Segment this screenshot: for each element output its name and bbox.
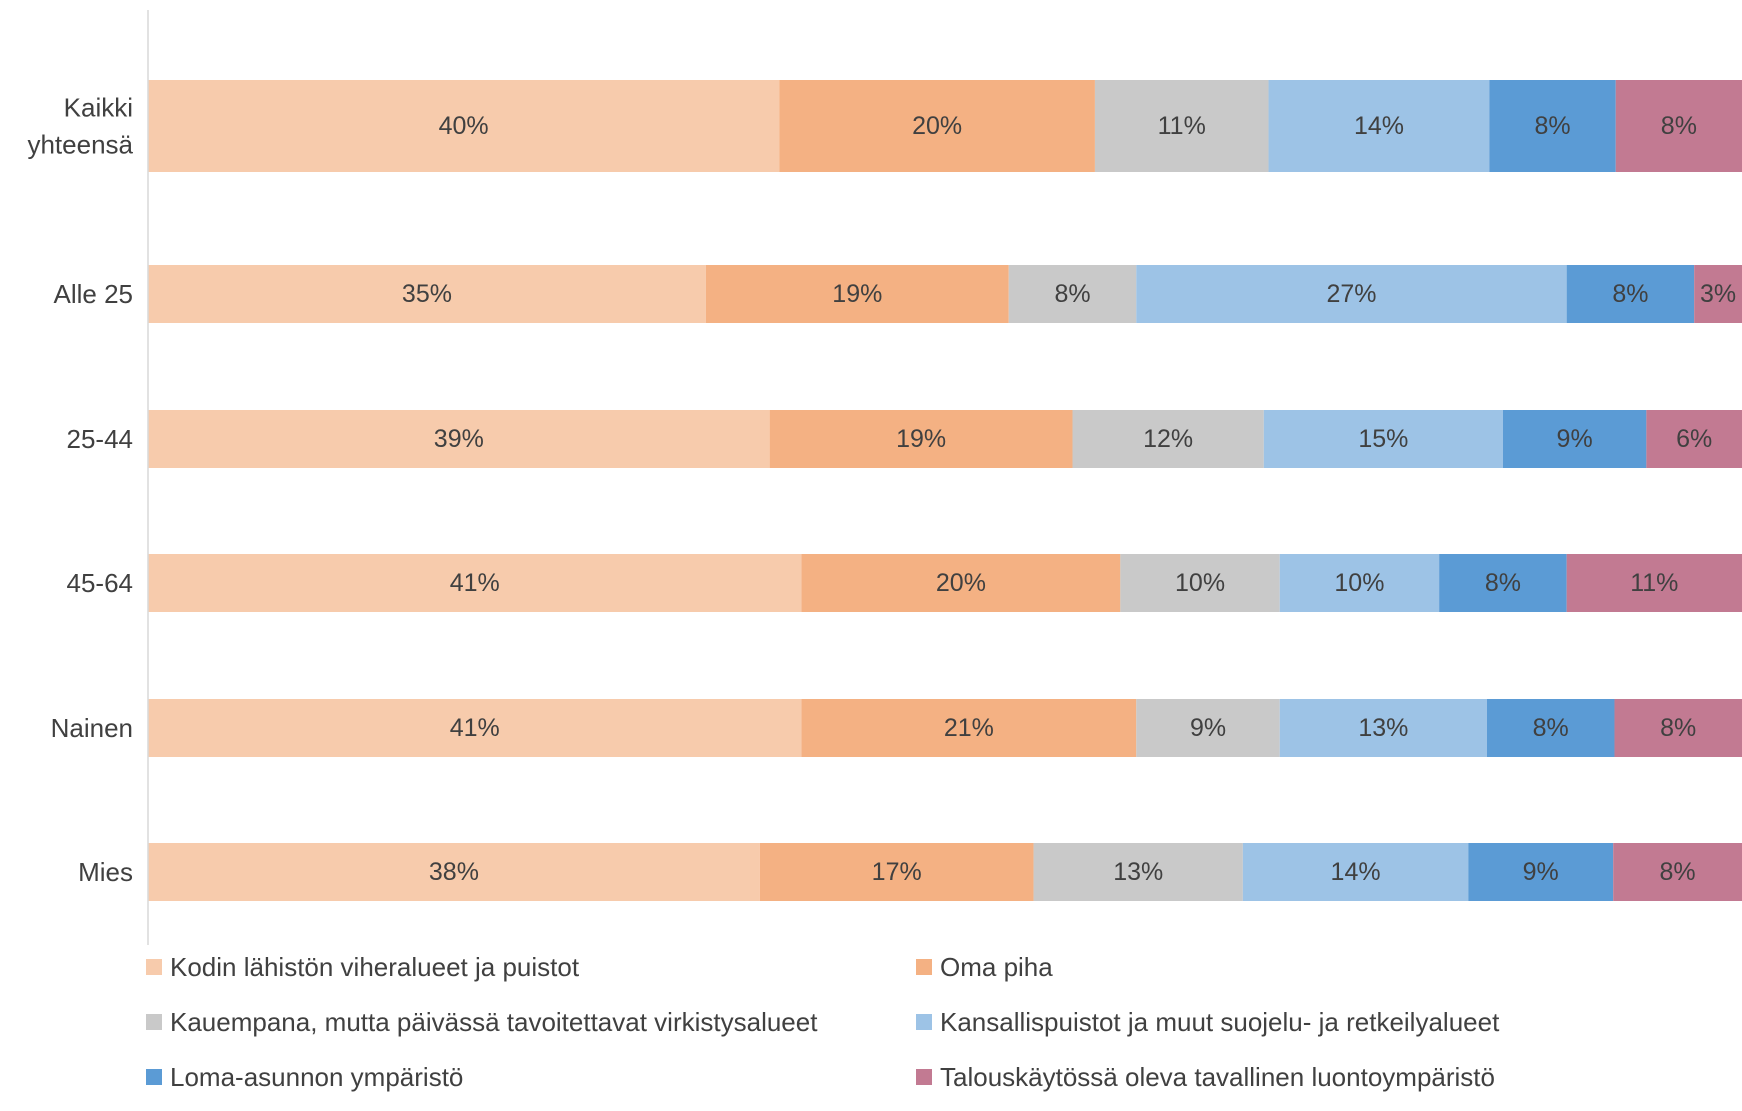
bar-segment (779, 80, 1095, 172)
data-label: 39% (434, 425, 484, 453)
data-label: 8% (1660, 714, 1696, 742)
data-label: 20% (912, 112, 962, 140)
bar-segment (1072, 410, 1264, 468)
data-label: 8% (1660, 858, 1696, 886)
bar-segment (1566, 554, 1742, 612)
data-label: 15% (1358, 425, 1408, 453)
bar-segment (1279, 699, 1487, 757)
data-label: 9% (1557, 425, 1593, 453)
data-label: 8% (1661, 112, 1697, 140)
data-label: 9% (1523, 858, 1559, 886)
data-label: 6% (1676, 425, 1712, 453)
data-label: 40% (439, 112, 489, 140)
category-label: 45-64 (67, 568, 134, 598)
category-label: 25-44 (67, 424, 134, 454)
data-label: 20% (936, 569, 986, 597)
bar-segment (1268, 80, 1490, 172)
bar-segment (148, 554, 802, 612)
bar-segment (1646, 410, 1742, 468)
data-label: 17% (872, 858, 922, 886)
category-labels-group: Kaikki yhteensä Alle 25 25-44 45-64 Nainen Mie… (27, 93, 133, 888)
bar-segment (1242, 843, 1469, 901)
category-label: Nainen (51, 713, 133, 743)
data-label: 19% (896, 425, 946, 453)
data-label: 21% (944, 714, 994, 742)
data-label: 8% (1054, 280, 1090, 308)
bar-segment (1439, 554, 1567, 612)
bar-segment (1489, 80, 1616, 172)
category-label: Mies (78, 857, 133, 887)
bar-segment (1502, 410, 1647, 468)
bar-segment (1566, 265, 1695, 323)
bar-segment (759, 843, 1034, 901)
bar-segment (1136, 699, 1280, 757)
bar-segment (1468, 843, 1614, 901)
bar-segment (705, 265, 1009, 323)
category-label: Kaikki (64, 93, 133, 123)
segment-labels-group: 40% 20% 11% 14% 8% 8% 35% 19% 8% 27% 8% 3% 39% 19% 12%… (402, 112, 1736, 886)
bar-segment (769, 410, 1073, 468)
bars-group (148, 80, 1742, 901)
bar-segment (148, 265, 706, 323)
data-label: 8% (1485, 569, 1521, 597)
bar-segment (148, 843, 760, 901)
data-label: 13% (1113, 858, 1163, 886)
bar-segment (1486, 699, 1615, 757)
data-label: 12% (1143, 425, 1193, 453)
data-label: 19% (832, 280, 882, 308)
data-label: 35% (402, 280, 452, 308)
data-label: 41% (450, 569, 500, 597)
data-label: 3% (1700, 280, 1736, 308)
bar-segment (1614, 699, 1742, 757)
bar-segment (148, 699, 802, 757)
data-label: 14% (1354, 112, 1404, 140)
bar-segment (1694, 265, 1742, 323)
bar-segment (1263, 410, 1503, 468)
data-label: 41% (450, 714, 500, 742)
data-label: 14% (1331, 858, 1381, 886)
bar-segment (1094, 80, 1269, 172)
data-label: 8% (1612, 280, 1648, 308)
data-label: 38% (429, 858, 479, 886)
bar-segment (1008, 265, 1137, 323)
bar-segment (148, 80, 780, 172)
data-label: 8% (1535, 112, 1571, 140)
bar-segment (148, 410, 770, 468)
bar-segment (801, 554, 1121, 612)
data-label: 11% (1630, 569, 1678, 597)
data-label: 8% (1533, 714, 1569, 742)
bar-segment (1033, 843, 1243, 901)
data-label: 13% (1358, 714, 1408, 742)
category-label: Alle 25 (54, 279, 134, 309)
bar-segment (801, 699, 1137, 757)
bar-segment (1120, 554, 1280, 612)
category-label: yhteensä (27, 130, 133, 160)
bar-segment (1136, 265, 1567, 323)
data-label: 9% (1190, 714, 1226, 742)
data-label: 11% (1158, 112, 1206, 140)
data-label: 27% (1326, 280, 1376, 308)
data-label: 10% (1175, 569, 1225, 597)
bar-segment (1615, 80, 1742, 172)
bar-segment (1279, 554, 1440, 612)
bar-segment (1613, 843, 1742, 901)
data-label: 10% (1334, 569, 1384, 597)
